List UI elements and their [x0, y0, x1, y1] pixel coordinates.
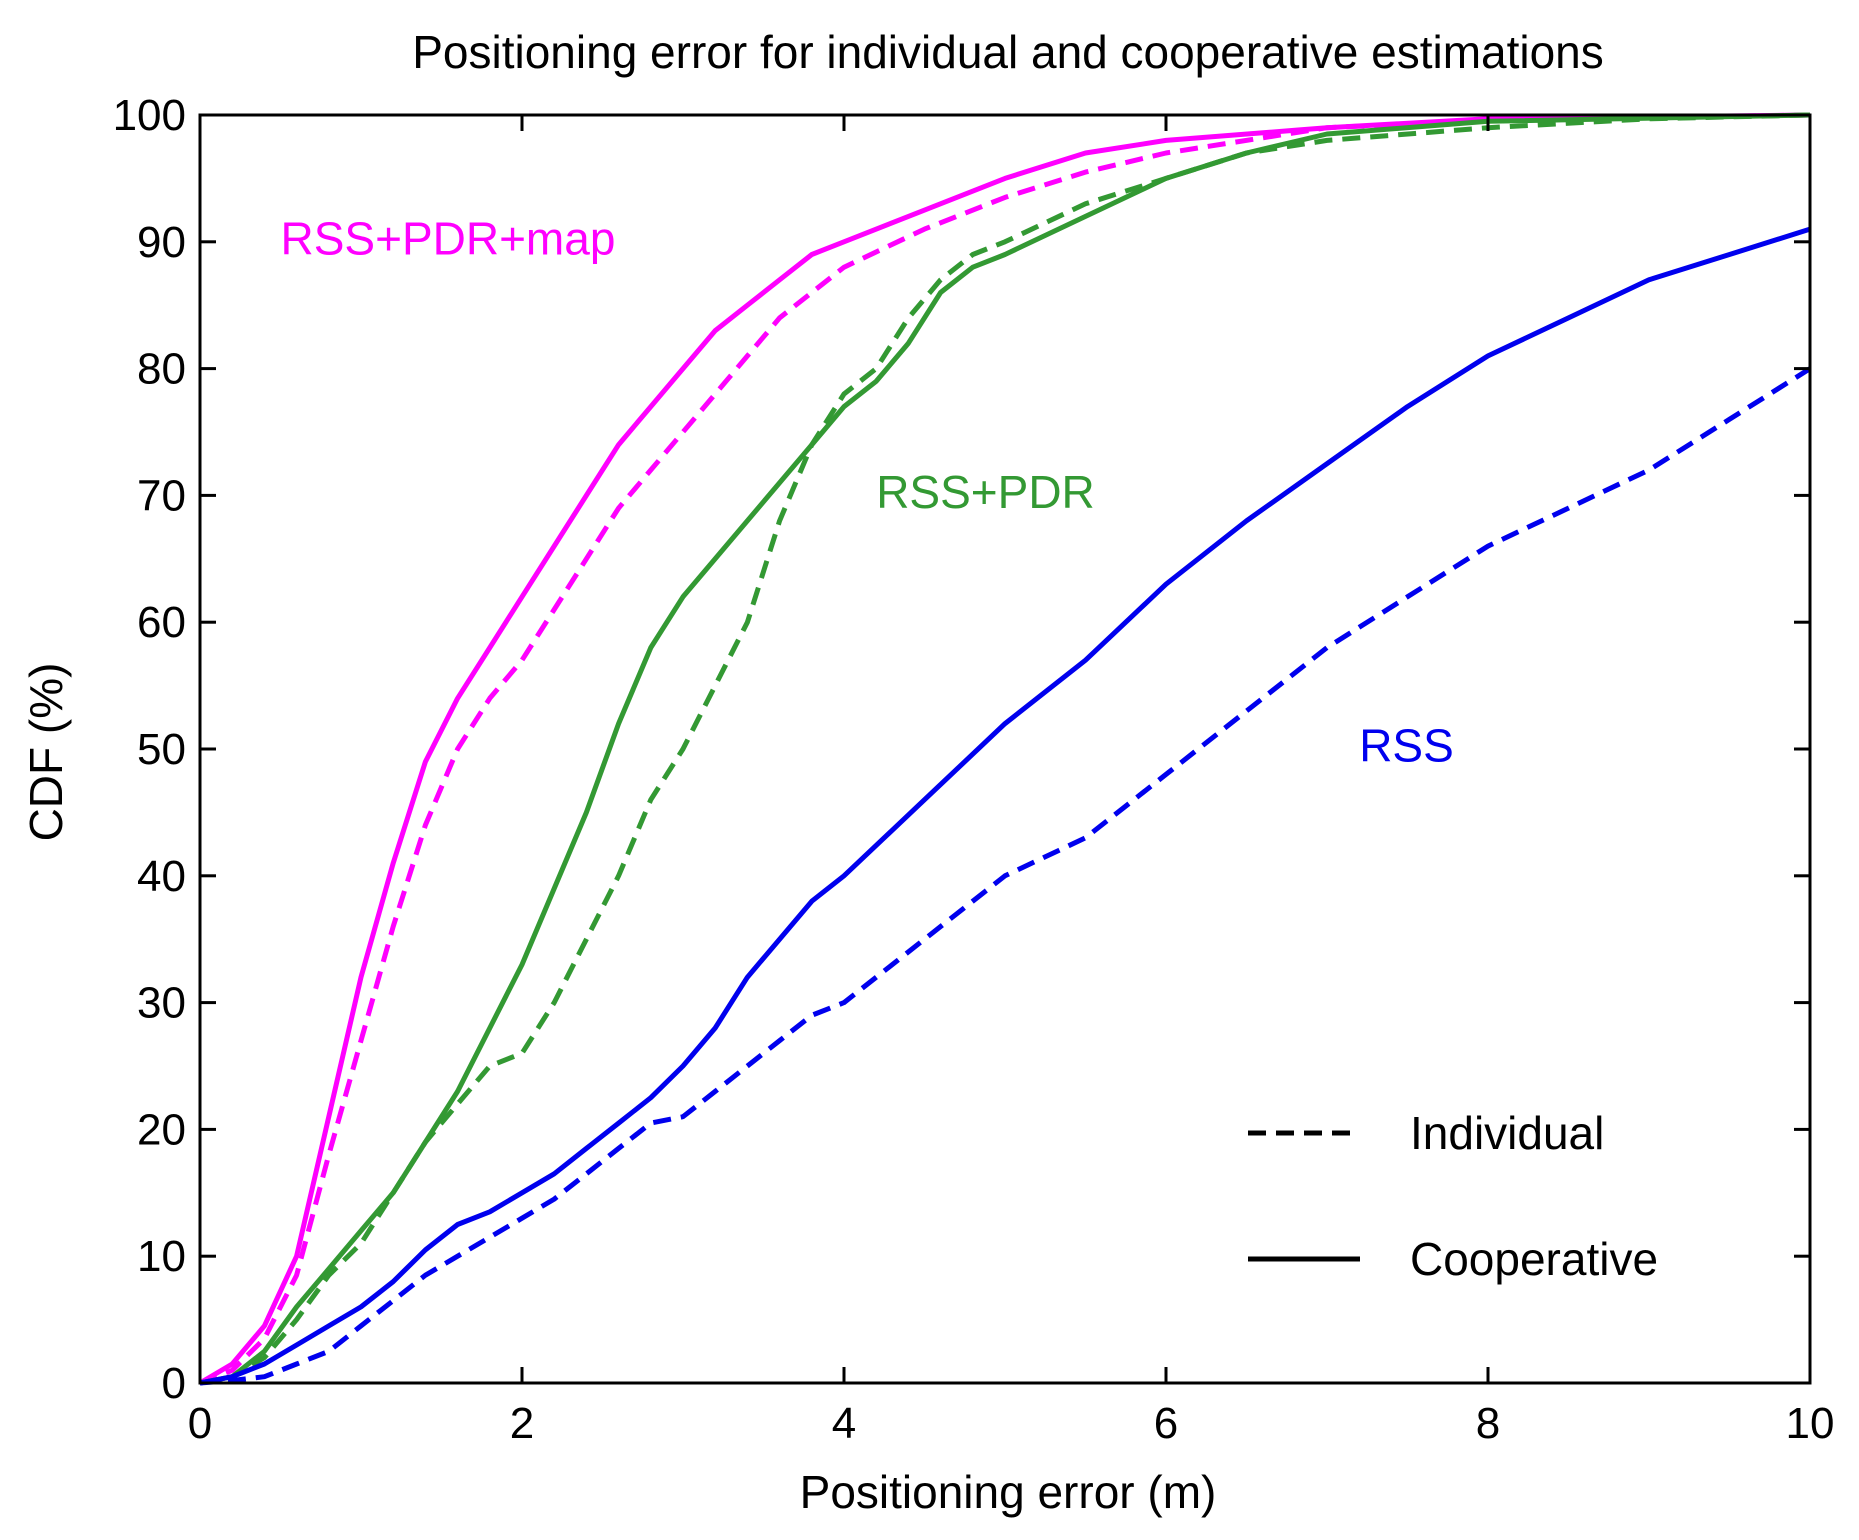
y-tick-label: 90: [137, 218, 186, 267]
series-line-rss-cooperative: [199, 226, 1811, 1386]
series-label-rss-pdr-map: RSS+PDR+map: [281, 212, 616, 264]
x-tick-label: 6: [1154, 1399, 1178, 1448]
chart-title: Positioning error for individual and coo…: [412, 26, 1604, 78]
legend: Individual Cooperative: [1248, 1107, 1658, 1285]
y-tick-label: 70: [137, 471, 186, 520]
y-axis-label: CDF (%): [20, 663, 72, 842]
y-tick-label: 0: [162, 1359, 186, 1408]
x-tick-label: 10: [1786, 1399, 1835, 1448]
y-tick-label: 40: [137, 852, 186, 901]
series-line-rss-pdr-cooperative: [199, 112, 1811, 1386]
legend-label-cooperative: Cooperative: [1410, 1233, 1658, 1285]
series-label-rss: RSS: [1359, 720, 1454, 772]
series-line-rss-individual: [199, 366, 1812, 1386]
x-axis-label: Positioning error (m): [800, 1466, 1217, 1518]
series-line-rss-pdr-individual: [199, 112, 1811, 1386]
y-tick-label: 80: [137, 345, 186, 394]
y-tick-label: 100: [113, 91, 186, 140]
plot-frame: [198, 113, 1812, 1385]
y-tick-label: 60: [137, 598, 186, 647]
legend-label-individual: Individual: [1410, 1107, 1604, 1159]
x-tick-label: 8: [1476, 1399, 1500, 1448]
y-tick-label: 50: [137, 725, 186, 774]
x-tick-label: 4: [832, 1399, 856, 1448]
series-line-rss-pdr-map-individual: [199, 112, 1811, 1386]
series-line-rss-pdr-map-cooperative: [198, 112, 1811, 1386]
y-tick-label: 30: [137, 979, 186, 1028]
series-label-rss-pdr: RSS+PDR: [876, 466, 1095, 518]
x-tick-label: 0: [188, 1399, 212, 1448]
annotation-layer: RSS+PDR+map RSS+PDR RSS: [281, 212, 1454, 771]
x-tick-label: 2: [510, 1399, 534, 1448]
series-layer: [198, 112, 1812, 1386]
y-tick-label: 10: [137, 1232, 186, 1281]
y-tick-label: 20: [137, 1105, 186, 1154]
